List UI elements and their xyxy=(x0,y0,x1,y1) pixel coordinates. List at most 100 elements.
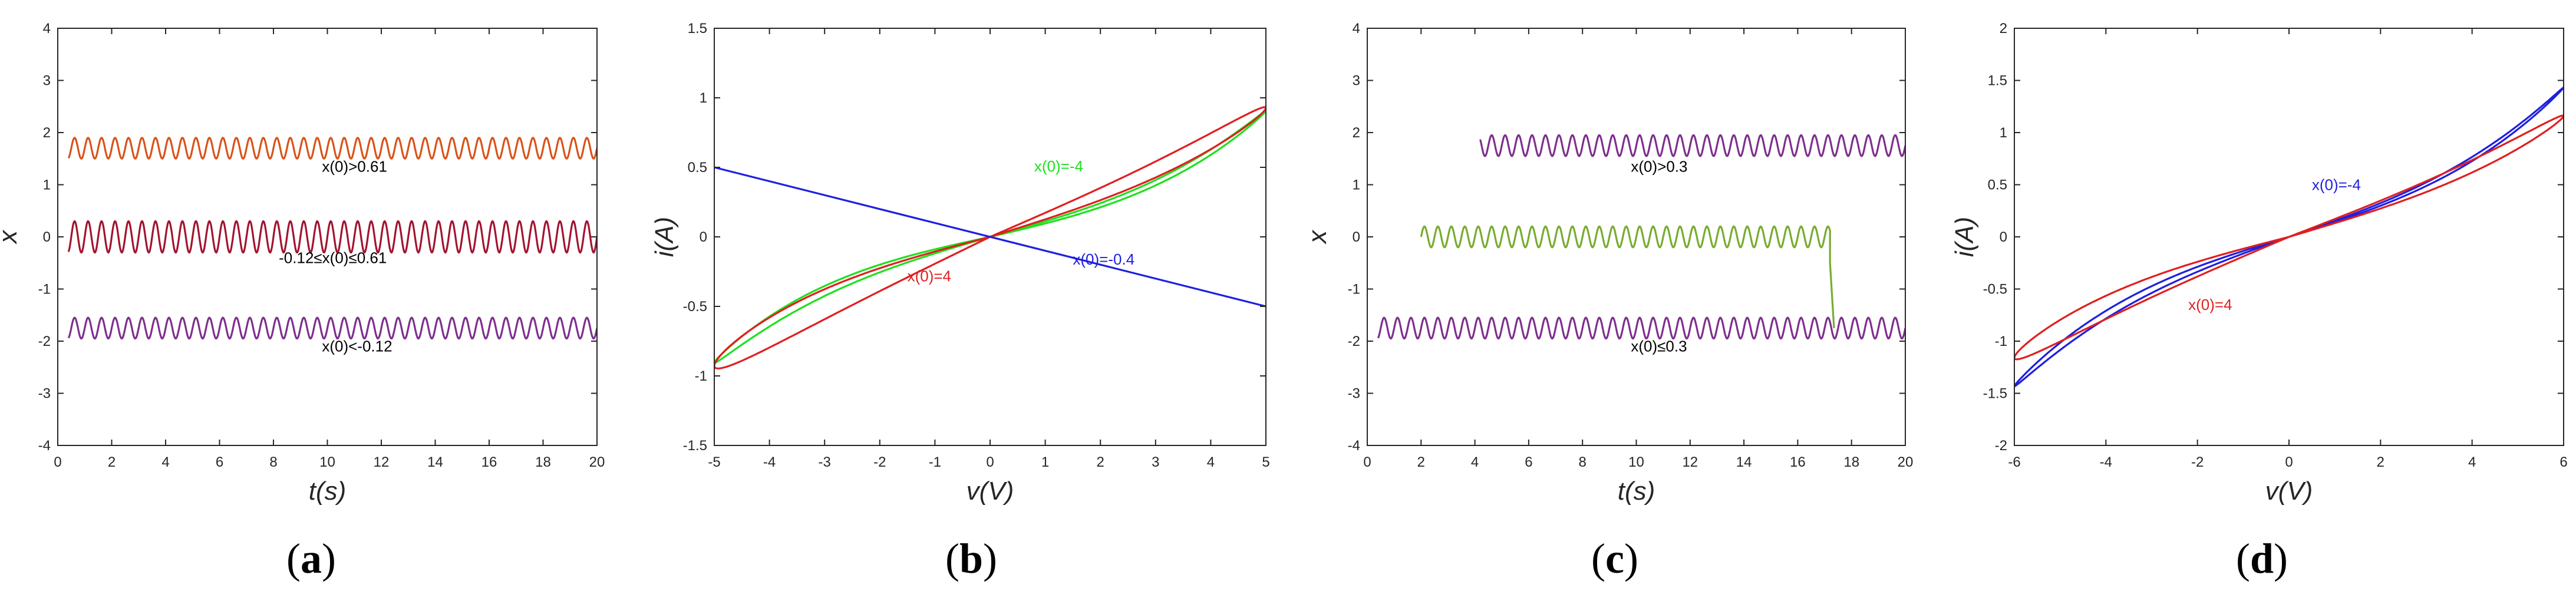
y-tick-label-a-5: 1 xyxy=(43,177,51,193)
x-tick-label-c-2: 4 xyxy=(1471,454,1479,470)
x-tick-label-c-3: 6 xyxy=(1525,454,1532,470)
y-tick-label-b-5: 1 xyxy=(700,90,707,106)
x-tick-label-c-0: 0 xyxy=(1363,454,1371,470)
y-tick-label-d-4: 0 xyxy=(2000,229,2007,245)
annotation-b-1: x(0)=4 xyxy=(908,268,951,285)
y-tick-label-c-2: -2 xyxy=(1348,333,1360,349)
y-axis-label-a: x xyxy=(0,229,22,245)
x-tick-label-b-7: 2 xyxy=(1097,454,1104,470)
annotation-d-1: x(0)=4 xyxy=(2188,296,2232,313)
y-tick-label-c-4: 0 xyxy=(1353,229,1360,245)
x-tick-label-b-2: -3 xyxy=(819,454,831,470)
series-line-c-1 xyxy=(1420,225,1835,328)
x-tick-label-b-9: 4 xyxy=(1207,454,1215,470)
panel-label-d: (d) xyxy=(2236,535,2288,582)
y-axis-label-d: i(A) xyxy=(1950,217,1979,257)
chart-a: 02468101214161820-4-3-2-101234t(s)xx(0)>… xyxy=(0,21,605,506)
chart-d: -6 -4 -2 0 2 4 6 -2 -1.5 -1 -0.5 0 0.5 1 1.5 2 v(V) i(A) x… xyxy=(1950,21,2568,506)
x-tick-label-c-1: 2 xyxy=(1417,454,1425,470)
series-line-d-1 xyxy=(2014,114,2564,361)
annotation-a-2: x(0)<-0.12 xyxy=(322,338,392,355)
x-tick-label-b-5: 0 xyxy=(986,454,994,470)
series-line-a-1 xyxy=(67,220,597,254)
y-tick-label-a-0: -4 xyxy=(38,438,51,454)
chart-c: 0 2 4 6 8 10 12 14 16 18 20-4-3-2-101234t(s)xx(0)>… xyxy=(1303,21,1913,506)
y-axis-label-c: x xyxy=(1303,229,1332,245)
x-tick-label-b-6: 1 xyxy=(1041,454,1049,470)
y-tick-label-a-3: -1 xyxy=(38,282,51,298)
y-tick-label-c-0: -4 xyxy=(1348,438,1360,454)
y-tick-label-a-8: 4 xyxy=(43,21,51,37)
x-tick-label-d-2: -2 xyxy=(2191,454,2204,470)
x-tick-label-a-5: 10 xyxy=(319,454,335,470)
y-tick-label-c-1: -3 xyxy=(1348,386,1360,402)
y-tick-label-b-4: 0.5 xyxy=(688,160,707,176)
x-tick-label-a-0: 0 xyxy=(54,454,61,470)
y-tick-label-a-2: -2 xyxy=(38,333,51,349)
panel-label-c: (c) xyxy=(1591,535,1638,582)
y-tick-label-d-0: -2 xyxy=(1995,438,2007,454)
x-axis-label-a: t(s) xyxy=(309,477,347,506)
y-axis-label-b: i(A) xyxy=(650,217,679,257)
x-tick-label-b-3: -2 xyxy=(873,454,886,470)
y-tick-label-d-2: -1 xyxy=(1995,333,2007,349)
series-line-c-2 xyxy=(1377,316,1905,340)
y-tick-label-a-7: 3 xyxy=(43,73,51,89)
x-tick-label-c-5: 10 xyxy=(1628,454,1644,470)
y-tick-label-d-6: 1 xyxy=(2000,125,2007,141)
x-tick-label-a-8: 16 xyxy=(481,454,497,470)
x-tick-label-c-8: 16 xyxy=(1790,454,1806,470)
x-tick-label-a-9: 18 xyxy=(535,454,551,470)
x-tick-label-d-4: 2 xyxy=(2377,454,2384,470)
x-tick-label-a-3: 6 xyxy=(216,454,223,470)
x-tick-label-c-10: 20 xyxy=(1898,454,1914,470)
x-tick-label-c-9: 18 xyxy=(1843,454,1859,470)
annotation-a-0: x(0)>0.61 xyxy=(322,157,387,175)
panel-label-b: (b) xyxy=(945,535,997,582)
x-axis-label-d: v(V) xyxy=(2265,477,2313,506)
y-tick-label-d-7: 1.5 xyxy=(1988,73,2007,89)
x-tick-label-d-0: -6 xyxy=(2008,454,2020,470)
x-tick-label-d-3: 0 xyxy=(2285,454,2293,470)
y-tick-label-b-0: -1.5 xyxy=(683,438,707,454)
y-tick-label-c-8: 4 xyxy=(1353,21,1360,37)
y-tick-label-c-5: 1 xyxy=(1353,177,1360,193)
annotation-b-0: x(0)=-4 xyxy=(1034,157,1083,175)
x-tick-label-a-7: 14 xyxy=(427,454,443,470)
y-tick-label-d-5: 0.5 xyxy=(1988,177,2007,193)
x-tick-label-a-10: 20 xyxy=(589,454,605,470)
x-axis-label-c: t(s) xyxy=(1618,477,1655,506)
x-tick-label-a-6: 12 xyxy=(374,454,390,470)
y-tick-label-a-6: 2 xyxy=(43,125,51,141)
y-tick-label-b-2: -0.5 xyxy=(683,299,707,315)
series-line-b-2 xyxy=(714,166,1266,308)
y-tick-label-d-3: -0.5 xyxy=(1983,282,2007,298)
chart-b: -5 -4 -3 -2 -1 0 1 2 3 4 5 -1.5 -1 -0.5 0 0.5 1 1.5 v(V) i(… xyxy=(650,21,1270,506)
x-tick-label-c-4: 8 xyxy=(1579,454,1587,470)
series-line-a-0 xyxy=(67,137,597,160)
x-tick-label-d-1: -4 xyxy=(2100,454,2112,470)
annotation-d-0: x(0)=-4 xyxy=(2312,176,2361,193)
x-tick-label-b-0: -5 xyxy=(708,454,720,470)
y-tick-label-c-6: 2 xyxy=(1353,125,1360,141)
y-tick-label-c-7: 3 xyxy=(1353,73,1360,89)
y-tick-label-a-4: 0 xyxy=(43,229,51,245)
x-tick-label-a-4: 8 xyxy=(269,454,277,470)
x-tick-label-b-8: 3 xyxy=(1152,454,1159,470)
series-line-c-0 xyxy=(1479,134,1905,157)
annotation-c-0: x(0)>0.3 xyxy=(1631,157,1687,175)
x-tick-label-a-2: 4 xyxy=(161,454,169,470)
panel-label-a: (a) xyxy=(286,535,336,582)
x-axis-label-b: v(V) xyxy=(967,477,1014,506)
x-tick-label-b-4: -1 xyxy=(929,454,941,470)
annotation-b-2: x(0)=-0.4 xyxy=(1073,250,1134,268)
y-tick-label-a-1: -3 xyxy=(38,386,51,402)
x-tick-label-c-7: 14 xyxy=(1736,454,1752,470)
y-tick-label-b-3: 0 xyxy=(700,229,707,245)
y-tick-label-b-6: 1.5 xyxy=(688,21,707,37)
annotation-a-1: -0.12≤x(0)≤0.61 xyxy=(279,249,387,266)
x-tick-label-b-1: -4 xyxy=(763,454,776,470)
y-tick-label-b-1: -1 xyxy=(695,368,707,384)
series-line-a-2 xyxy=(67,316,597,340)
